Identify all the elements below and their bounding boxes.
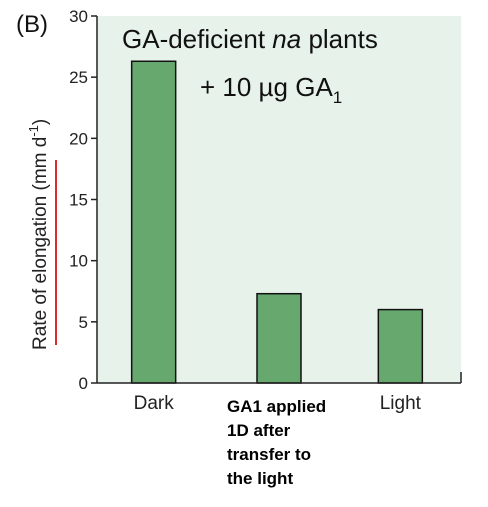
x-category-label: Dark bbox=[134, 393, 175, 414]
x-category-line: 1D after bbox=[227, 421, 291, 440]
chart-title-italic: na bbox=[272, 24, 301, 54]
bar-2 bbox=[377, 308, 424, 384]
chart-title: GA-deficient na plants bbox=[122, 24, 378, 54]
y-tick-label: 30 bbox=[69, 7, 88, 26]
chart-title-post: plants bbox=[301, 24, 378, 54]
chart-subtitle-pre: + 10 µg GA bbox=[200, 72, 333, 102]
chart-subtitle-sub: 1 bbox=[333, 88, 342, 107]
y-axis-label: Rate of elongation (mm d-1) bbox=[26, 119, 51, 350]
y-axis-label-pre: Rate of elongation (mm d bbox=[30, 137, 51, 350]
x-categories-group: Dark GA1 applied 1D after transfer to the li… bbox=[134, 393, 422, 488]
y-ticks-group: 0 5 10 15 20 25 30 bbox=[69, 7, 97, 393]
y-tick-label: 25 bbox=[69, 68, 88, 87]
chart-subtitle: + 10 µg GA1 bbox=[200, 72, 342, 107]
y-tick-label: 0 bbox=[79, 374, 88, 393]
x-category-line: GA1 applied bbox=[227, 397, 326, 416]
bar-1 bbox=[256, 292, 302, 384]
x-category-line: Light bbox=[380, 393, 422, 414]
x-category-line: Dark bbox=[134, 393, 175, 414]
bar-0 bbox=[130, 60, 177, 384]
y-axis-label-post: ) bbox=[30, 119, 51, 125]
x-category-label: Light bbox=[380, 393, 422, 414]
y-tick-label: 15 bbox=[69, 191, 88, 210]
y-tick-label: 10 bbox=[69, 252, 88, 271]
x-category-line: the light bbox=[227, 469, 293, 488]
y-axis-label-sup: -1 bbox=[26, 125, 41, 137]
x-category-line: transfer to bbox=[227, 445, 311, 464]
y-tick-label: 20 bbox=[69, 129, 88, 148]
y-tick-label: 5 bbox=[79, 313, 88, 332]
bars-group bbox=[130, 60, 424, 384]
chart-title-pre: GA-deficient bbox=[122, 24, 272, 54]
panel-label: (B) bbox=[16, 11, 48, 38]
x-category-label: GA1 applied 1D after transfer to the light bbox=[227, 397, 326, 488]
